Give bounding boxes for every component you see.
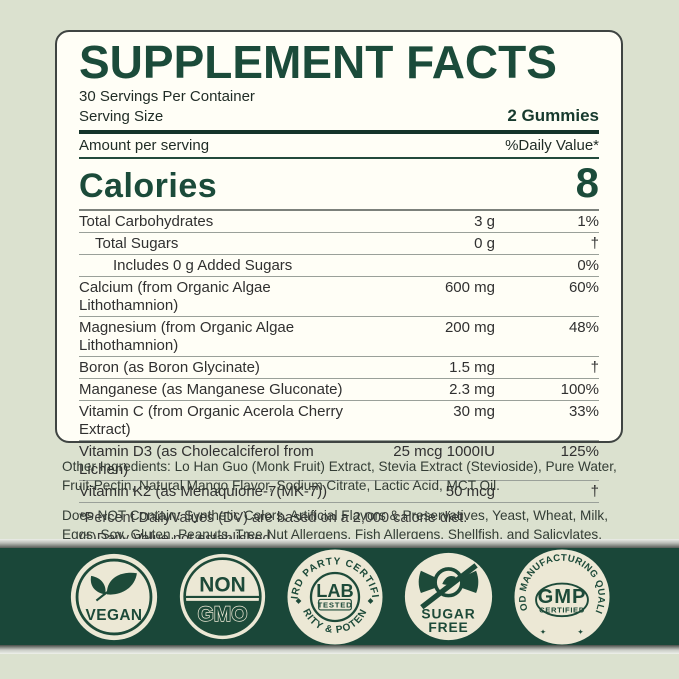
- table-row: Includes 0 g Added Sugars 0%: [79, 254, 599, 276]
- ingredient-paragraphs: Other Ingredients: Lo Han Guo (Monk Frui…: [62, 457, 619, 555]
- divider-thick: [79, 130, 599, 134]
- nutrient-dv: †: [590, 482, 599, 500]
- nutrient-dv: 125%: [560, 442, 599, 460]
- column-headers: Amount per serving %Daily Value*: [79, 134, 599, 157]
- nutrient-amount: 600 mg: [444, 278, 495, 296]
- facts-panel: SUPPLEMENT FACTS 30 Servings Per Contain…: [55, 30, 623, 547]
- nutrient-dv: 33%: [568, 402, 599, 420]
- candy-icon: [418, 563, 478, 610]
- sugar-free-badge: SUGAR FREE: [404, 552, 492, 641]
- sugar-label: SUGAR: [421, 607, 475, 622]
- calories-value: 8: [575, 159, 599, 206]
- tested-label: TESTED: [317, 600, 352, 609]
- sparkle-icon: ✦: [539, 627, 546, 636]
- gmp-label: GMP: [537, 585, 586, 607]
- nutrient-dv: †: [590, 234, 599, 252]
- panel-title: SUPPLEMENT FACTS: [79, 36, 557, 88]
- badge-band: VEGAN NON GMO THIRD PARTY CERTIFIED PURI…: [0, 548, 679, 645]
- other-ingredients-text: Other Ingredients: Lo Han Guo (Monk Frui…: [62, 459, 617, 493]
- nutrient-name: Vitamin C (from Organic Acerola Cherry E…: [79, 402, 343, 438]
- serving-size-row: Serving Size 2 Gummies: [79, 106, 599, 127]
- table-row: Vitamin C (from Organic Acerola Cherry E…: [79, 400, 599, 440]
- table-row: Magnesium (from Organic Algae Lithothamn…: [79, 316, 599, 356]
- nutrient-dv: 1%: [577, 212, 599, 230]
- nutrient-amount: 1.5 mg: [449, 358, 495, 376]
- serving-size-value: 2 Gummies: [507, 106, 599, 125]
- non-label: NON: [199, 573, 245, 596]
- nutrient-name: Vitamin D3 (as Cholecalciferol from Lich…: [79, 442, 314, 478]
- vegan-label: VEGAN: [85, 606, 142, 623]
- nutrient-amount: 2.3 mg: [449, 380, 495, 398]
- serving-size-label: Serving Size: [79, 108, 164, 125]
- nutrient-name: Calcium (from Organic Algae Lithothamnio…: [79, 278, 271, 314]
- nutrient-amount: 0 g: [474, 234, 495, 252]
- table-row: Boron (as Boron Glycinate) 1.5 mg †: [79, 356, 599, 378]
- nutrient-dv: 0%: [577, 256, 599, 274]
- footnote-dv: *Percent DailyValues (DV) are based on a…: [79, 510, 468, 526]
- table-row: Total Sugars 0 g †: [79, 232, 599, 254]
- nutrient-name: Magnesium (from Organic Algae Lithothamn…: [79, 318, 295, 354]
- silver-strip-top: [0, 539, 679, 548]
- nutrient-name: Vitamin K2 (as Menaquione-7(MK-7)): [79, 482, 328, 500]
- nutrient-dv: 48%: [568, 318, 599, 336]
- gmp-badge: GOOD MANUFACTURING QUALITY GMP CERTIFIED…: [514, 549, 610, 645]
- nutrient-amount: 25 mcg 1000IU: [393, 442, 495, 460]
- nutrient-dv: 100%: [560, 380, 599, 398]
- non-gmo-badge: NON GMO: [179, 553, 265, 640]
- table-row: Total Carbohydrates 3 g 1%: [79, 211, 599, 232]
- sparkle-icon: ✦: [577, 627, 584, 636]
- nutrient-dv: †: [590, 358, 599, 376]
- nutrient-dv: 60%: [568, 278, 599, 296]
- nutrient-name: Total Carbohydrates: [79, 212, 214, 230]
- certified-label: CERTIFIED: [539, 605, 585, 614]
- gmo-label: GMO: [197, 603, 247, 626]
- table-row: Vitamin K2 (as Menaquione-7(MK-7)) 50 mc…: [79, 480, 599, 502]
- nutrient-name: Includes 0 g Added Sugars: [113, 256, 293, 274]
- amount-per-serving-header: Amount per serving: [79, 137, 210, 154]
- servings-per-container: 30 Servings Per Container: [79, 88, 255, 105]
- leaf-icon: [90, 572, 137, 601]
- nutrient-amount: 30 mg: [453, 402, 495, 420]
- diamond-icon: ◆: [367, 595, 374, 604]
- table-row: Vitamin D3 (as Cholecalciferol from Lich…: [79, 440, 599, 480]
- nutrient-amount: 50 mcg: [445, 482, 495, 500]
- vegan-badge: VEGAN: [70, 553, 157, 640]
- lab-tested-badge: THIRD PARTY CERTIFIED PURITY & POTENCY ◆…: [287, 549, 383, 645]
- nutrient-name: Total Sugars: [95, 234, 179, 252]
- silver-strip-bottom: [0, 645, 679, 654]
- nutrient-amount: 3 g: [474, 212, 495, 230]
- daily-value-header: %Daily Value*: [505, 137, 599, 154]
- divider-medium: [79, 157, 599, 159]
- free-label: FREE: [428, 620, 468, 635]
- nutrient-name: Boron (as Boron Glycinate): [79, 358, 260, 376]
- nutrient-name: Manganese (as Manganese Gluconate): [79, 380, 343, 398]
- table-row: Calcium (from Organic Algae Lithothamnio…: [79, 276, 599, 316]
- nutrient-amount: 200 mg: [444, 318, 495, 336]
- does-not-contain-text: Does NOT Contain: Synthetic Colors, Arti…: [62, 508, 608, 542]
- calories-row: Calories 8: [79, 159, 599, 209]
- table-row: Manganese (as Manganese Gluconate) 2.3 m…: [79, 378, 599, 400]
- nutrient-table: Total Carbohydrates 3 g 1% Total Sugars …: [79, 209, 599, 503]
- lab-label: LAB: [316, 580, 353, 601]
- calories-label: Calories: [79, 167, 218, 205]
- diamond-icon: ◆: [295, 595, 302, 604]
